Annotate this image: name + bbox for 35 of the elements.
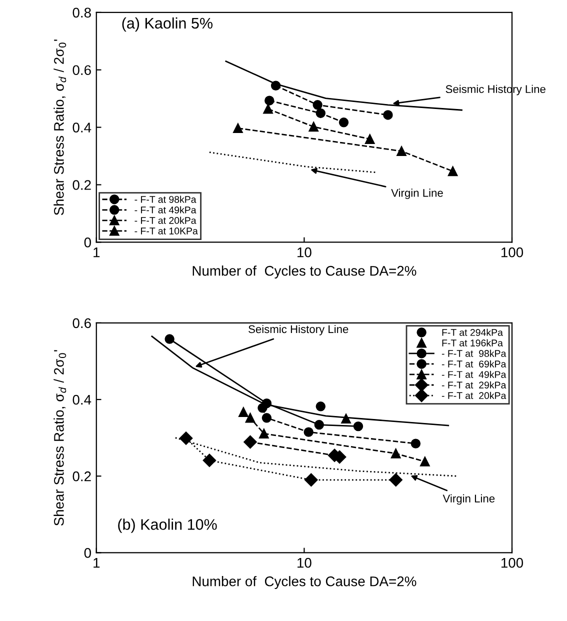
y-axis-title: Shear Stress Ratio, σ$_{d}$ / 2σ$_{0}$' — [54, 40, 66, 216]
y-tick-label: 0 — [84, 238, 91, 248]
legend-label: - F-T at 20kPa — [134, 216, 196, 224]
y-tick-label: 0.6 — [72, 318, 91, 328]
legend-label: - F-T at 98kPa — [134, 196, 196, 203]
x-tick-label: 100 — [501, 247, 524, 258]
legend-label: F-T at 196kPa — [442, 339, 503, 346]
legend-label: - F-T at 10KPa — [134, 228, 198, 234]
legend-label: - F-T at 98kPa — [442, 350, 506, 357]
y-tick-label: 0.2 — [72, 180, 91, 190]
y-tick-label: 0.2 — [72, 471, 91, 482]
x-tick-label: 10 — [298, 558, 312, 568]
x-tick-label: 1 — [94, 248, 100, 258]
legend-label: - F-T at 69kPa — [442, 360, 506, 368]
x-tick-label: 10 — [298, 247, 312, 258]
legend-label: - F-T at 49kPa — [442, 370, 506, 378]
x-axis-title: Number of Cycles to Cause DA=2% — [192, 576, 416, 589]
annotation: (b) Kaolin 10% — [118, 518, 217, 533]
legend-label: - F-T at 20kPa — [442, 392, 506, 400]
y-tick-label: 0.8 — [72, 8, 91, 18]
legend-label: F-T at 294kPa — [442, 328, 503, 336]
legend-label: - F-T at 49kPa — [134, 206, 196, 214]
legend-label: - F-T at 29kPa — [442, 381, 506, 388]
annotation: Virgin Line — [391, 188, 443, 200]
y-tick-label: 0 — [84, 548, 91, 558]
y-tick-label: 0.4 — [72, 122, 92, 132]
x-tick-label: 1 — [94, 558, 100, 568]
y-tick-label: 0.6 — [72, 65, 91, 76]
annotation: Seismic History Line — [248, 324, 348, 336]
annotation: (a) Kaolin 5% — [122, 17, 212, 32]
y-tick-label: 0.4 — [72, 394, 92, 405]
x-axis-title: Number of Cycles to Cause DA=2% — [192, 266, 416, 278]
x-tick-label: 100 — [501, 558, 524, 568]
annotation: Virgin Line — [442, 494, 495, 505]
y-axis-title: Shear Stress Ratio, σ$_{d}$ / 2σ$_{0}$' — [54, 350, 66, 526]
